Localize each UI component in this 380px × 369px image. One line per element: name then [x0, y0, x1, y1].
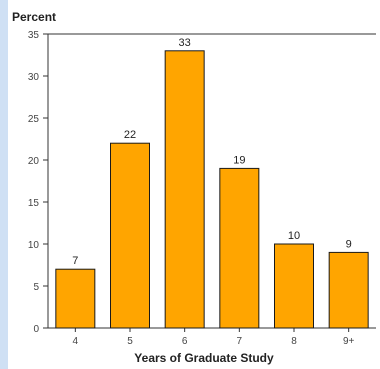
bar: [274, 243, 314, 329]
x-tick-label: 6: [182, 336, 188, 347]
bar: [328, 251, 369, 329]
bar-data-label: 19: [233, 154, 245, 166]
bar-data-label: 7: [72, 255, 78, 267]
y-tick-label: 10: [28, 240, 40, 251]
y-tick-label: 20: [28, 156, 40, 167]
bar-data-label: 10: [288, 230, 300, 242]
bar-data-label: 33: [179, 37, 191, 49]
x-tick-label: 4: [73, 336, 79, 347]
x-axis-label: Years of Graduate Study: [134, 351, 274, 365]
x-tick-label: 9+: [343, 336, 355, 347]
bar: [164, 50, 205, 329]
y-axis-label: Percent: [12, 10, 56, 24]
bar: [55, 268, 96, 329]
x-tick-label: 7: [237, 336, 243, 347]
x-tick-label: 8: [291, 336, 297, 347]
axes: 0 5 10 15 20 25 30 35 4 5 6 7 8 9+: [28, 30, 376, 347]
bar-data-label: 22: [124, 129, 136, 141]
y-tick-label: 35: [28, 30, 40, 41]
bar: [219, 167, 260, 329]
y-tick-label: 5: [33, 282, 39, 293]
y-tick-label: 25: [28, 114, 40, 125]
y-tick-label: 0: [33, 324, 39, 335]
bar: [110, 142, 150, 329]
y-tick-label: 30: [28, 72, 40, 83]
bar-data-label: 9: [346, 238, 352, 250]
bars: 7 22 33 19 10 9: [55, 37, 369, 329]
x-tick-label: 5: [127, 336, 133, 347]
y-tick-label: 15: [28, 198, 40, 209]
